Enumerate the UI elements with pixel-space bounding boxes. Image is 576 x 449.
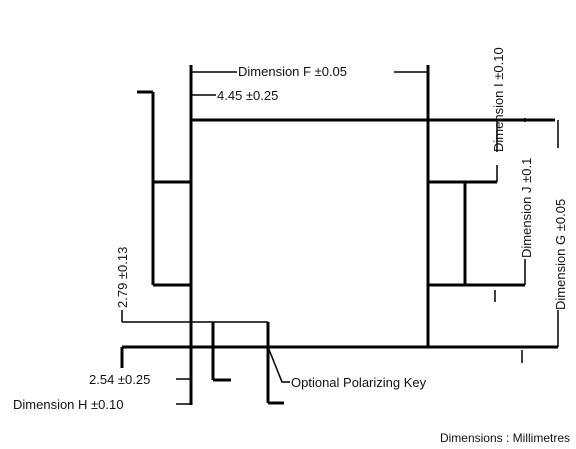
dimension-h-label: Dimension H ±0.10 bbox=[13, 397, 123, 412]
dimension-i-label: Dimension I ±0.10 bbox=[491, 47, 506, 152]
dimension-4-45: 4.45 ±0.25 bbox=[191, 88, 278, 103]
units-note: Dimensions : Millimetres bbox=[440, 431, 570, 445]
dimension-f: Dimension F ±0.05 bbox=[191, 64, 428, 79]
package-outline bbox=[120, 65, 558, 405]
dimension-i: Dimension I ±0.10 bbox=[491, 47, 506, 182]
dimension-2-54: 2.54 ±0.25 bbox=[89, 372, 191, 387]
polarizing-key bbox=[122, 321, 290, 405]
dimension-j-label: Dimension J ±0.1 bbox=[519, 158, 534, 258]
dimension-h: Dimension H ±0.10 bbox=[13, 397, 191, 412]
dimension-g: Dimension G ±0.05 bbox=[521, 120, 568, 363]
dimension-j: Dimension J ±0.1 bbox=[494, 118, 534, 302]
dimension-4-45-label: 4.45 ±0.25 bbox=[217, 88, 278, 103]
dimension-g-label: Dimension G ±0.05 bbox=[553, 199, 568, 310]
polarizing-key-label: Optional Polarizing Key bbox=[291, 375, 427, 390]
dimension-2-54-label: 2.54 ±0.25 bbox=[89, 372, 150, 387]
dimension-2-79: 2.79 ±0.13 bbox=[115, 247, 130, 322]
dimension-2-79-label: 2.79 ±0.13 bbox=[115, 247, 130, 308]
dimension-f-label: Dimension F ±0.05 bbox=[238, 64, 347, 79]
